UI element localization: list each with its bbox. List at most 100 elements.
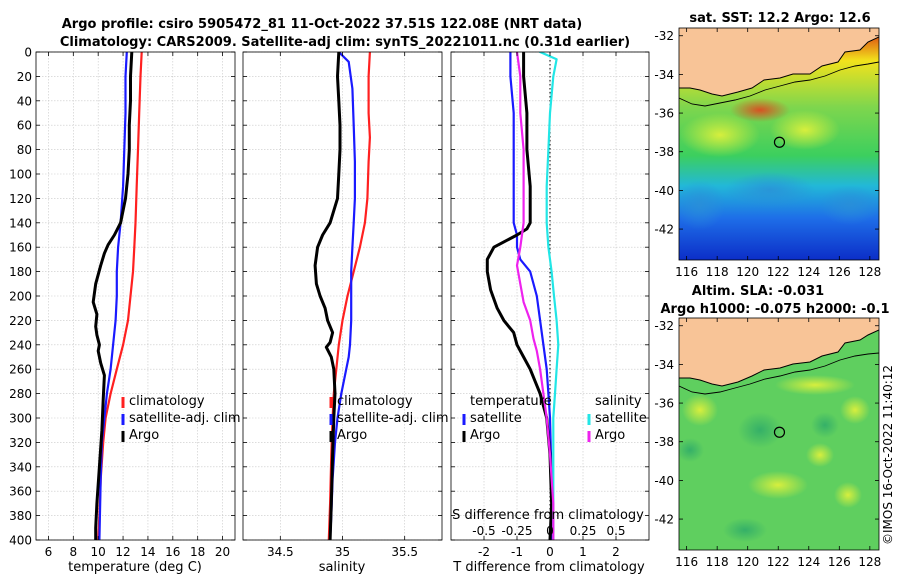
salinity-x-tick-label: 35.5 (391, 545, 418, 559)
depth-tick-label: 20 (17, 70, 32, 84)
depth-tick-label: 360 (9, 485, 32, 499)
depth-tick-label: 180 (9, 265, 32, 279)
sla-anomaly (723, 518, 767, 542)
sla-map-lon-tick-label: 116 (675, 555, 698, 569)
depth-tick-label: 280 (9, 387, 32, 401)
difference-temperature-legend-label: satellite (470, 411, 522, 426)
temperature-legend-label: climatology (129, 394, 205, 409)
temperature-series (91, 52, 143, 540)
sst-map-frame (678, 27, 880, 261)
sla-map-lat-tick-label: -34 (654, 358, 674, 372)
sla-anomaly (748, 471, 808, 499)
difference-top-tick-label: -0.5 (472, 524, 495, 538)
depth-tick-label: 380 (9, 509, 32, 523)
sst-map-lon-tick-label: 116 (675, 265, 698, 279)
temperature-xlabel: temperature (deg C) (68, 560, 202, 575)
sla-map-image (679, 318, 879, 550)
temperature-legend-label: Argo (129, 428, 159, 443)
sst-coastline (679, 36, 879, 97)
salinity-x-tick-label: 34.5 (267, 545, 294, 559)
figure-title-line-2: Climatology: CARS2009. Satellite-adj cli… (60, 35, 630, 50)
sst-map-lat-tick-label: -34 (654, 68, 674, 82)
sst-warm-eddy (680, 113, 760, 157)
difference-x-tick-label: -1 (511, 545, 523, 559)
sst-map-image (679, 28, 879, 260)
sst-map-lon-tick-label: 128 (858, 265, 881, 279)
salinity-argo-difference-line (515, 52, 555, 540)
sla-map: Altim. SLA: -0.031 Argo h1000: -0.075 h2… (654, 284, 889, 569)
difference-legend-title: temperature (470, 394, 552, 409)
salinity-legend-label: climatology (337, 394, 413, 409)
difference-x-tick-label: 1 (579, 545, 587, 559)
sst-map-lon-tick-label: 120 (736, 265, 759, 279)
salinity-satellite-difference-line (538, 52, 560, 540)
depth-tick-label: 140 (9, 216, 32, 230)
credit-text: ©IMOS 16-Oct-2022 11:40:12 (881, 365, 895, 545)
depth-tick-label: 340 (9, 460, 32, 474)
difference-top-xlabel: S difference from climatology (452, 508, 644, 523)
sst-map-lat-tick-label: -40 (654, 184, 674, 198)
sla-map-lat-tick-label: -42 (654, 513, 674, 527)
temperature-legend: climatology satellite-adj. clim Argo (121, 394, 241, 443)
sst-map-lon-tick-label: 118 (706, 265, 729, 279)
salinity-satellite-adj-clim-line (329, 52, 356, 540)
depth-tick-label: 100 (9, 168, 32, 182)
salinity-x-tick-label: 35 (335, 545, 350, 559)
difference-top-tick-label: 0.25 (570, 524, 597, 538)
salinity-legend-label: Argo (337, 428, 367, 443)
difference-xlabel: T difference from climatology (452, 560, 645, 575)
sst-warm-eddy (770, 110, 840, 150)
sla-map-lat-tick-label: -38 (654, 435, 674, 449)
temperature-argo-difference-line (485, 52, 554, 540)
sla-map-lat-tick-label: -40 (654, 474, 674, 488)
sst-cool-eddy (679, 180, 725, 230)
sla-map-title-line-1: Altim. SLA: -0.031 (692, 284, 824, 299)
difference-top-ticklabels: -0.5 -0.25 0 0.25 0.5 (472, 524, 625, 538)
difference-top-tick-label: 0.5 (606, 524, 625, 538)
figure-title-line-1: Argo profile: csiro 5905472_81 11-Oct-20… (62, 17, 583, 32)
difference-top-tick-label: -0.25 (501, 524, 532, 538)
sla-map-title-line-2: Argo h1000: -0.075 h2000: -0.1 (660, 302, 889, 317)
sst-land (679, 28, 879, 96)
difference-legend-temperature: temperature satellite Argo (462, 394, 552, 443)
sst-map-title: sat. SST: 12.2 Argo: 12.6 (689, 11, 870, 26)
depth-tick-label: 0 (24, 46, 32, 60)
sla-map-lat-tick-label: -32 (654, 319, 674, 333)
sla-map-lon-tick-label: 118 (706, 555, 729, 569)
sla-anomaly (811, 412, 839, 438)
depth-tick-label: 300 (9, 412, 32, 426)
sst-cool-eddy (725, 172, 815, 208)
sst-cool-eddy (820, 185, 879, 225)
temperature-x-tick-label: 10 (91, 545, 106, 559)
depth-tick-label: 40 (17, 94, 32, 108)
sla-map-lat-tick-label: -36 (654, 397, 674, 411)
difference-panel: -2 -1 0 1 2 S difference from climatology -0… (450, 51, 650, 575)
sst-map-lat-tick-label: -36 (654, 107, 674, 121)
depth-tick-label: 320 (9, 436, 32, 450)
difference-series (485, 52, 560, 540)
depth-tick-label: 400 (9, 534, 32, 548)
difference-x-tick-label: 2 (612, 545, 620, 559)
temperature-satellite-difference-line (509, 52, 553, 540)
salinity-xlabel: salinity (319, 560, 366, 575)
sst-map-lon-tick-label: 124 (797, 265, 820, 279)
sst-map-lat-tick-label: -38 (654, 145, 674, 159)
temperature-x-tick-label: 6 (45, 545, 53, 559)
sla-coastline (679, 329, 879, 387)
depth-tick-label: 240 (9, 338, 32, 352)
sst-map: sat. SST: 12.2 Argo: 12.6 116 118 120 122 12… (654, 11, 881, 279)
salinity-panel: 34.5 35 35.5 salinity climatology satellite… (242, 51, 449, 575)
temperature-x-tick-label: 20 (215, 545, 230, 559)
difference-legend-salinity: salinity satellite Argo (587, 394, 647, 443)
sla-map-lon-tick-label: 124 (797, 555, 820, 569)
sst-map-lon-tick-label: 122 (767, 265, 790, 279)
difference-salinity-legend-label: satellite (595, 411, 647, 426)
temperature-grid (36, 51, 235, 541)
sla-anomaly (834, 482, 862, 508)
sst-map-lat-tick-label: -42 (654, 223, 674, 237)
sla-isobath (679, 352, 879, 395)
sla-anomaly (775, 375, 855, 395)
sla-anomaly (840, 396, 870, 424)
sst-map-ticks: 116 118 120 122 124 126 128 -32 -34 -36 -38 -40 -42 (654, 28, 881, 279)
sla-map-lon-tick-label: 128 (858, 555, 881, 569)
